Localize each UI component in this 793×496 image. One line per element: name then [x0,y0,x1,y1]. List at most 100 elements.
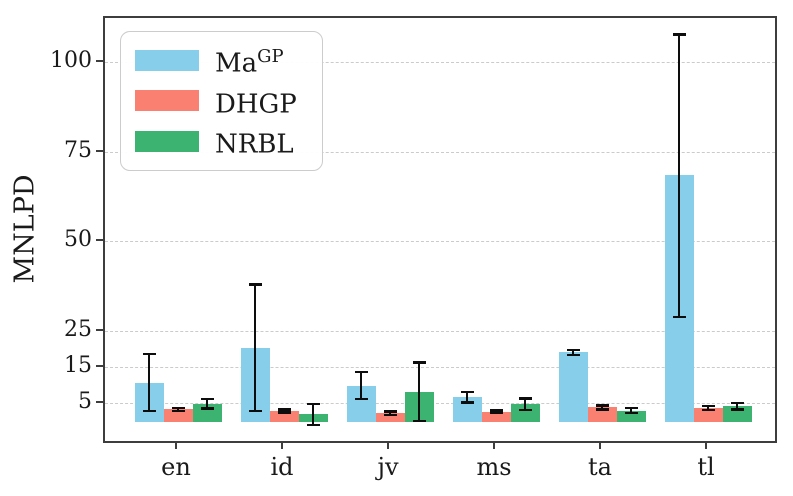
errorbar-cap-dhgp-id-high [277,408,291,411]
errorbar-cap-dhgp-en-high [171,407,185,410]
errorbar-magp-en [148,353,150,411]
errorbar-cap-magp-en-low [142,409,156,413]
errorbar-cap-magp-ta-high [566,348,580,352]
errorbar-cap-nrbl-tl-high [730,402,744,405]
bar-nrbl-en [192,403,222,422]
errorbar-cap-nrbl-ms-low [518,408,532,412]
x-tick-id [281,443,283,449]
bar-magp-ta [558,352,588,422]
legend-label-nrbl: NRBL [215,124,294,159]
errorbar-magp-ta [572,349,574,355]
errorbar-dhgp-ms [495,410,497,414]
errorbar-cap-nrbl-id-low [306,423,320,426]
y-tick-label-15: 15 [64,352,92,378]
gridline-15 [105,366,775,368]
errorbar-dhgp-en [177,408,179,411]
bar-dhgp-jv [375,413,405,422]
errorbar-magp-ms [466,391,468,403]
bar-dhgp-id [269,410,299,422]
errorbar-cap-dhgp-ms-high [489,409,503,412]
errorbar-cap-dhgp-tl-high [701,404,715,408]
y-tick-15 [96,364,103,367]
bar-nrbl-ms [510,404,540,422]
y-tick-5 [96,400,103,403]
x-tick-ms [493,443,495,449]
y-tick-25 [96,328,103,331]
errorbar-magp-id [254,284,256,411]
y-tick-label-100: 100 [50,47,92,73]
errorbar-dhgp-ta [601,405,603,410]
y-tick-label-25: 25 [64,316,92,342]
gridline-25 [105,330,775,332]
y-tick-label-75: 75 [64,137,92,163]
x-tick-ta [599,443,601,449]
x-tick-label-tl: tl [697,453,715,481]
errorbar-cap-magp-ta-low [566,353,580,357]
errorbar-cap-dhgp-ta-low [595,408,609,411]
errorbar-cap-dhgp-jv-high [383,410,397,413]
errorbar-cap-nrbl-jv-high [412,361,426,364]
x-tick-jv [387,443,389,449]
errorbar-cap-dhgp-id-low [277,411,291,414]
legend-label-superscript: GP [257,46,284,67]
x-tick-label-ms: ms [476,453,512,481]
bar-dhgp-ms [481,411,511,422]
errorbar-dhgp-tl [707,405,709,410]
errorbar-cap-nrbl-tl-low [730,408,744,411]
bar-nrbl-tl [722,406,752,422]
errorbar-cap-magp-ms-high [460,390,474,393]
errorbar-nrbl-ta [630,408,632,414]
gridline-75 [105,151,775,153]
gridline-50 [105,241,775,243]
errorbar-nrbl-id [312,403,314,425]
x-tick-label-id: id [270,453,294,481]
errorbar-cap-nrbl-en-high [200,397,214,401]
errorbar-cap-nrbl-ms-high [518,397,532,400]
plot-area [103,16,777,443]
legend-label-dhgp: DHGP [215,84,297,120]
y-tick-100 [96,59,103,62]
errorbar-cap-nrbl-id-high [306,402,320,406]
errorbar-cap-magp-jv-low [354,397,368,401]
legend-item-nrbl: NRBL [135,124,308,159]
errorbar-cap-magp-tl-low [672,315,686,318]
errorbar-dhgp-jv [389,411,391,415]
errorbar-cap-magp-id-low [248,409,262,413]
errorbar-cap-magp-ms-low [460,401,474,404]
legend: MaGP DHGP NRBL [120,31,323,171]
gridline-100 [105,61,775,63]
legend-label-text: Ma [215,48,258,79]
errorbar-cap-nrbl-ta-low [624,412,638,415]
errorbar-cap-nrbl-jv-low [412,419,426,422]
x-tick-tl [705,443,707,449]
gridline-5 [105,402,775,404]
legend-label-text: NRBL [215,129,294,160]
errorbar-nrbl-en [206,398,208,409]
y-tick-75 [96,149,103,152]
legend-item-dhgp: DHGP [135,84,308,120]
x-tick-en [175,443,177,449]
errorbar-cap-magp-en-high [142,352,156,355]
legend-swatch-nrbl [135,131,199,153]
bar-dhgp-en [163,409,193,422]
bar-dhgp-tl [693,408,723,422]
errorbar-cap-dhgp-ms-low [489,412,503,415]
errorbar-dhgp-id [283,409,285,413]
bar-dhgp-ta [587,407,617,422]
legend-item-magp: MaGP [135,43,308,78]
errorbar-cap-magp-jv-high [354,370,368,374]
errorbar-nrbl-ms [524,398,526,410]
legend-label-text: DHGP [215,89,297,120]
y-tick-label-5: 5 [78,388,92,414]
y-tick-label-50: 50 [64,227,92,253]
bar-nrbl-ta [616,410,646,422]
errorbar-cap-dhgp-tl-low [701,408,715,412]
y-tick-50 [96,239,103,242]
errorbar-cap-dhgp-jv-low [383,413,397,416]
x-tick-label-ta: ta [588,453,612,481]
errorbar-cap-nrbl-ta-high [624,407,638,410]
x-tick-label-en: en [161,453,191,481]
errorbar-cap-magp-tl-high [672,33,686,36]
errorbar-cap-magp-id-high [248,283,262,286]
